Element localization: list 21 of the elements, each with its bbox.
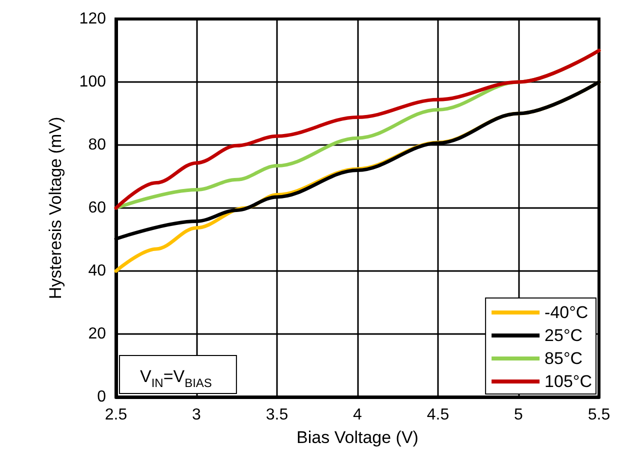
y-tick-label: 100 [79, 74, 106, 90]
y-tick-label: 20 [88, 326, 106, 342]
y-axis-title: Hysteresis Voltage (mV) [46, 116, 65, 300]
y-tick-label: 80 [88, 136, 106, 154]
x-tick-label: 5 [514, 406, 524, 424]
y-tick-label: 40 [88, 262, 106, 280]
x-tick-label: 4 [353, 406, 362, 424]
line-series [114, 48, 601, 210]
x-axis-title: Bias Voltage (V) [296, 428, 418, 447]
y-tick-label: 0 [97, 388, 106, 406]
x-tick-label: 3 [192, 406, 202, 424]
y-tick-label: 60 [88, 200, 106, 216]
legend-label: 25°C [544, 326, 583, 345]
legend-label: -40°C [544, 303, 588, 322]
x-tick-label: 5.5 [588, 406, 610, 424]
x-tick-label: 3.5 [266, 406, 288, 424]
x-tick-label: 2.5 [104, 406, 128, 424]
legend-label: 85°C [544, 349, 583, 368]
x-tick-label: 4.5 [426, 406, 450, 424]
y-tick-label: 120 [79, 10, 106, 28]
legend-label: 105°C [544, 372, 592, 391]
